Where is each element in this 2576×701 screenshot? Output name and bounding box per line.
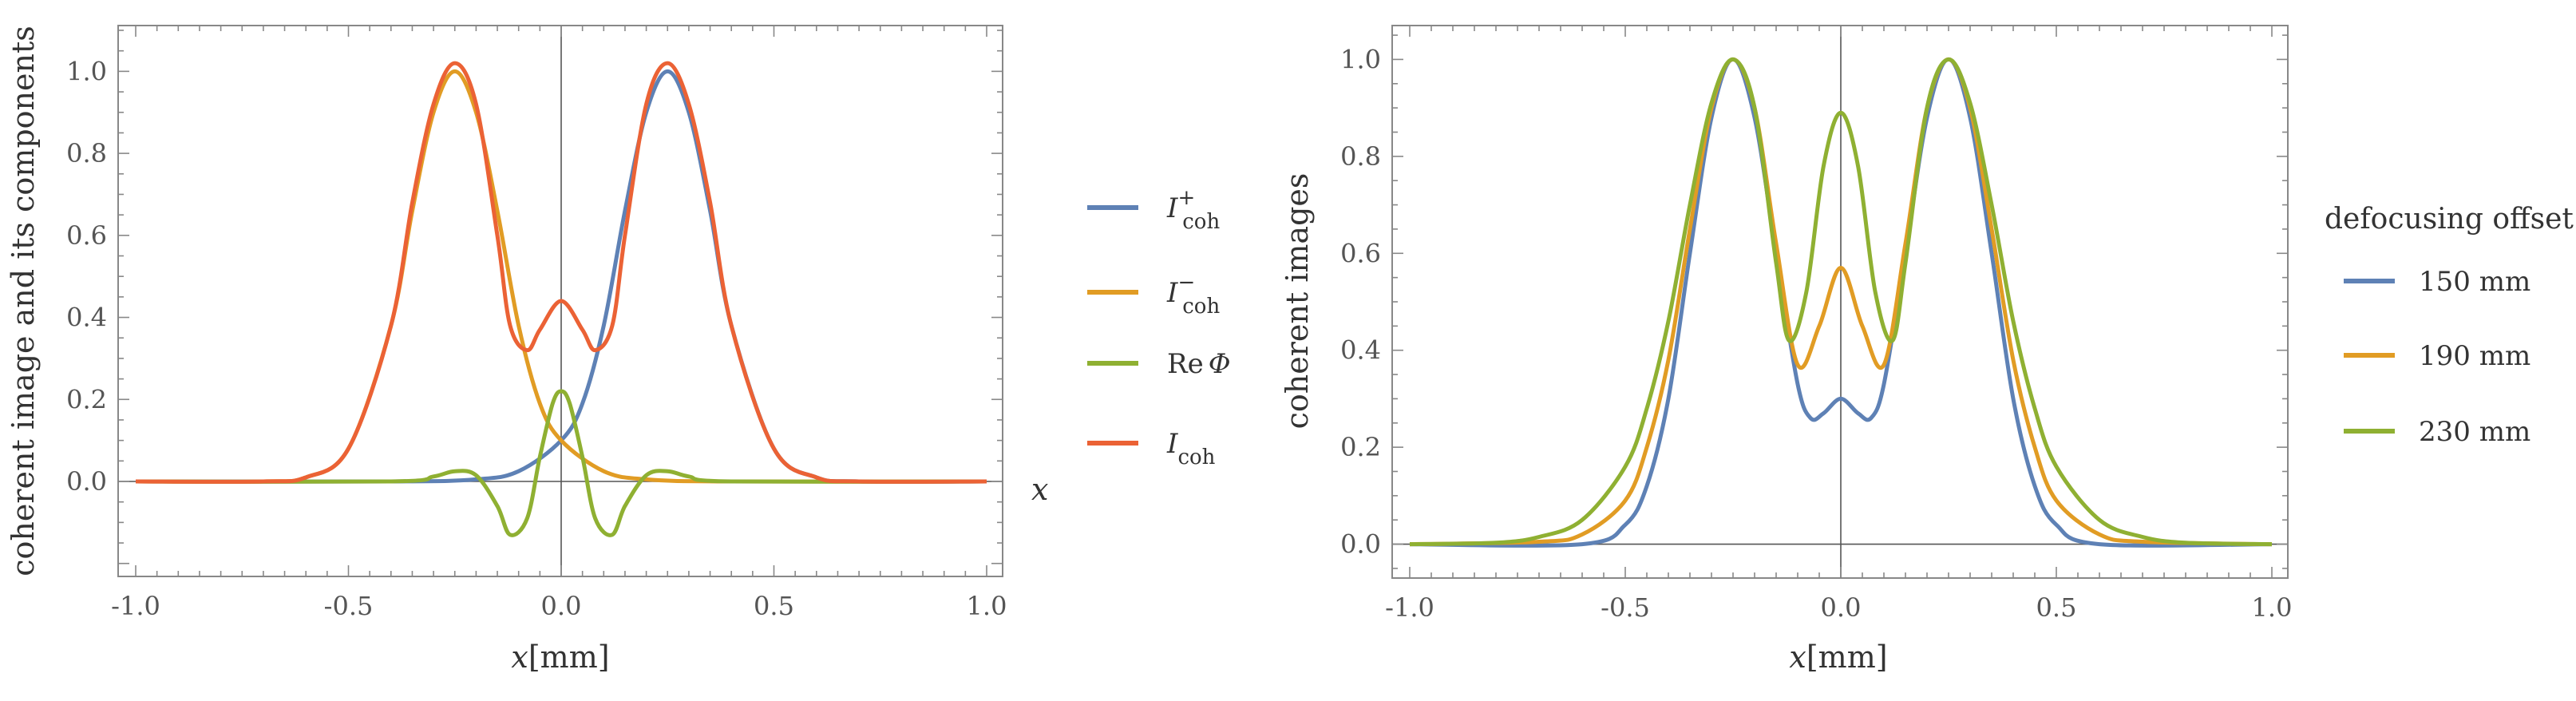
right-legend-title: defocusing offset <box>2325 203 2574 236</box>
left-x-tick-label: 1.0 <box>967 591 1007 621</box>
right-y-tick-label: 0.0 <box>1340 529 1381 560</box>
right-y-tick-label: 0.2 <box>1340 432 1381 462</box>
left-y-tick-label: 0.4 <box>66 303 107 333</box>
left-x-axis-marker: x <box>1031 472 1048 507</box>
right-x-tick-label: 1.0 <box>2252 592 2293 623</box>
left-y-tick-label: 0.6 <box>66 220 107 251</box>
left-legend-entry-icoh: Icoh <box>1087 428 1216 469</box>
left-axes-ticks: -1.0 -0.5 0.0 0.5 1.0 0.0 0.2 0.4 0.6 0.8 1.0 <box>66 26 1007 621</box>
left-legend-entry-iminus: I− coh <box>1087 271 1220 319</box>
left-legend-label-iplus: I+ coh <box>1166 186 1220 234</box>
right-legend-entry-190: 190 mm <box>2344 340 2530 372</box>
left-legend-label-rephi: Re Φ <box>1167 348 1231 380</box>
left-y-tick-label: 0.2 <box>66 384 107 414</box>
right-legend-entry-150: 150 mm <box>2344 266 2530 298</box>
left-panel: -1.0 -0.5 0.0 0.5 1.0 0.0 0.2 0.4 0.6 0.8 1.0 cohe… <box>6 25 1231 675</box>
right-legend-label-230: 230 mm <box>2419 416 2530 448</box>
left-series-line-3 <box>135 61 987 484</box>
right-x-tick-label: 0.5 <box>2036 592 2077 623</box>
right-x-axis-label: x[mm] <box>1789 640 1887 675</box>
right-series-line-2 <box>1409 57 2273 547</box>
right-series-line-1 <box>1409 57 2273 547</box>
left-y-axis-label: coherent image and its components <box>6 26 41 576</box>
right-legend-entry-230: 230 mm <box>2344 416 2530 448</box>
right-legend: defocusing offset 150 mm 190 mm 230 mm <box>2325 203 2574 448</box>
right-axes-ticks: -1.0 -0.5 0.0 0.5 1.0 0.0 0.2 0.4 0.6 0.8 1.0 <box>1340 26 2292 623</box>
right-y-tick-label: 0.6 <box>1340 238 1381 268</box>
left-plot-frame <box>117 25 1003 577</box>
right-legend-label-190: 190 mm <box>2419 340 2530 372</box>
right-x-tick-label: -0.5 <box>1601 592 1650 623</box>
right-x-tick-label: -1.0 <box>1385 592 1434 623</box>
left-legend: I+ coh I− coh Re Φ Icoh <box>1087 186 1231 469</box>
left-y-tick-label: 1.0 <box>66 56 107 86</box>
left-y-tick-label: 0.8 <box>66 138 107 168</box>
left-legend-entry-iplus: I+ coh <box>1087 186 1220 234</box>
left-legend-entry-rephi: Re Φ <box>1087 348 1231 380</box>
left-legend-label-icoh: Icoh <box>1166 428 1216 469</box>
left-x-tick-label: 0.5 <box>754 591 794 621</box>
right-panel: -1.0 -0.5 0.0 0.5 1.0 0.0 0.2 0.4 0.6 0.8 1.0 cohe… <box>1280 25 2574 675</box>
right-y-tick-label: 1.0 <box>1340 44 1381 74</box>
right-y-axis-label: coherent images <box>1280 173 1315 430</box>
left-series-line-2 <box>135 389 987 537</box>
left-legend-label-iminus: I− coh <box>1166 271 1220 319</box>
right-y-tick-label: 0.8 <box>1340 141 1381 172</box>
left-x-tick-label: 0.0 <box>541 591 582 621</box>
right-series-group <box>1409 57 2273 548</box>
right-y-tick-label: 0.4 <box>1340 335 1381 366</box>
right-plot-frame <box>1391 25 2289 579</box>
left-series-group <box>135 61 987 537</box>
right-series-line-0 <box>1409 57 2273 548</box>
right-legend-label-150: 150 mm <box>2419 266 2530 298</box>
left-y-tick-label: 0.0 <box>66 466 107 497</box>
left-x-axis-label: x[mm] <box>511 640 609 675</box>
left-x-tick-label: -1.0 <box>111 591 160 621</box>
left-x-tick-label: -0.5 <box>324 591 374 621</box>
right-x-tick-label: 0.0 <box>1821 592 1862 623</box>
